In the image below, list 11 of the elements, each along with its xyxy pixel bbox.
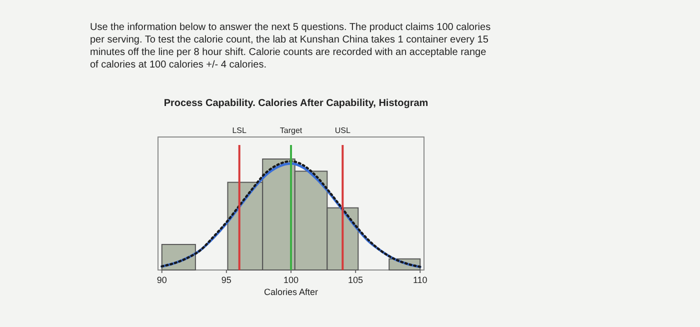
x-tick-label: 110 — [412, 275, 428, 285]
x-axis-title: Calories After — [264, 287, 318, 297]
chart-title: Process Capability. Calories After Capability, Histogram — [164, 98, 428, 109]
ref-line-label: Target — [280, 126, 303, 135]
x-tick-label: 100 — [283, 275, 299, 285]
text: Use the information below to answer the next 5 questions. The product claims 100 calories per serving. To test the calorie count, the lab at Kunshan China takes 1 container every 15 minutes off the line per 8 hour shift. Calorie counts are recorded with an acceptable range of calories at 100 calories +/- 4 calories. — [90, 22, 491, 70]
ref-line-label: USL — [334, 126, 351, 135]
x-tick-label: 95 — [221, 275, 232, 285]
ref-line-label: LSL — [232, 126, 248, 135]
x-tick-label: 105 — [348, 275, 364, 285]
x-tick-label: 90 — [156, 275, 167, 285]
